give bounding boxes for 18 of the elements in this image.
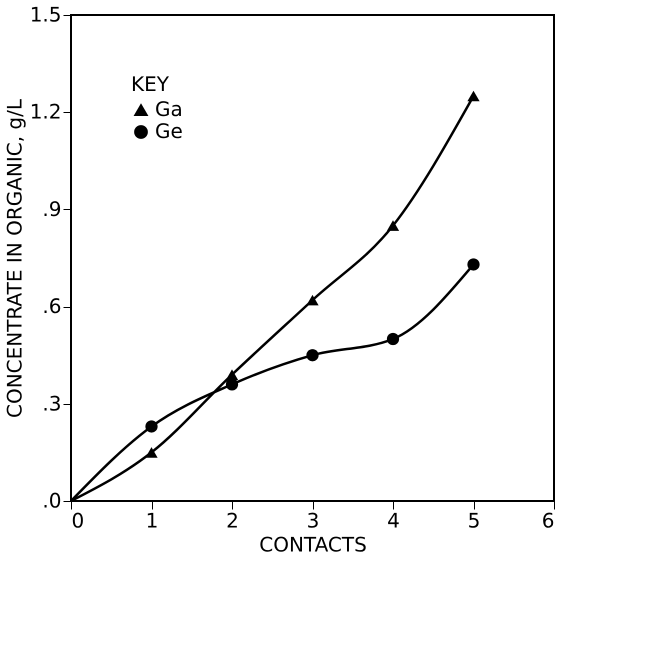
y-tick-label: .6 bbox=[42, 294, 62, 318]
x-tick-label: 5 bbox=[468, 508, 480, 532]
y-axis-title: CONCENTRATE IN ORGANIC, g/L bbox=[2, 98, 27, 418]
x-axis-title: CONTACTS bbox=[259, 532, 367, 556]
y-tick-label: 1.5 bbox=[30, 2, 62, 26]
y-tick-label: 1.2 bbox=[30, 100, 62, 124]
x-tick-label: 6 bbox=[542, 508, 554, 532]
x-tick-label: 1 bbox=[146, 508, 158, 532]
legend-label: Ge bbox=[155, 119, 183, 143]
x-tick-label: 4 bbox=[387, 508, 400, 532]
legend-title: KEY bbox=[131, 72, 170, 96]
y-tick-label: .9 bbox=[42, 196, 62, 221]
x-tick-label: 2 bbox=[226, 508, 239, 532]
x-tick-label: 0 bbox=[72, 508, 84, 532]
y-tick-label: .0 bbox=[42, 488, 62, 512]
legend-label: Ga bbox=[155, 97, 183, 121]
x-tick-label: 3 bbox=[306, 508, 320, 532]
y-tick-label: .3 bbox=[42, 391, 62, 416]
